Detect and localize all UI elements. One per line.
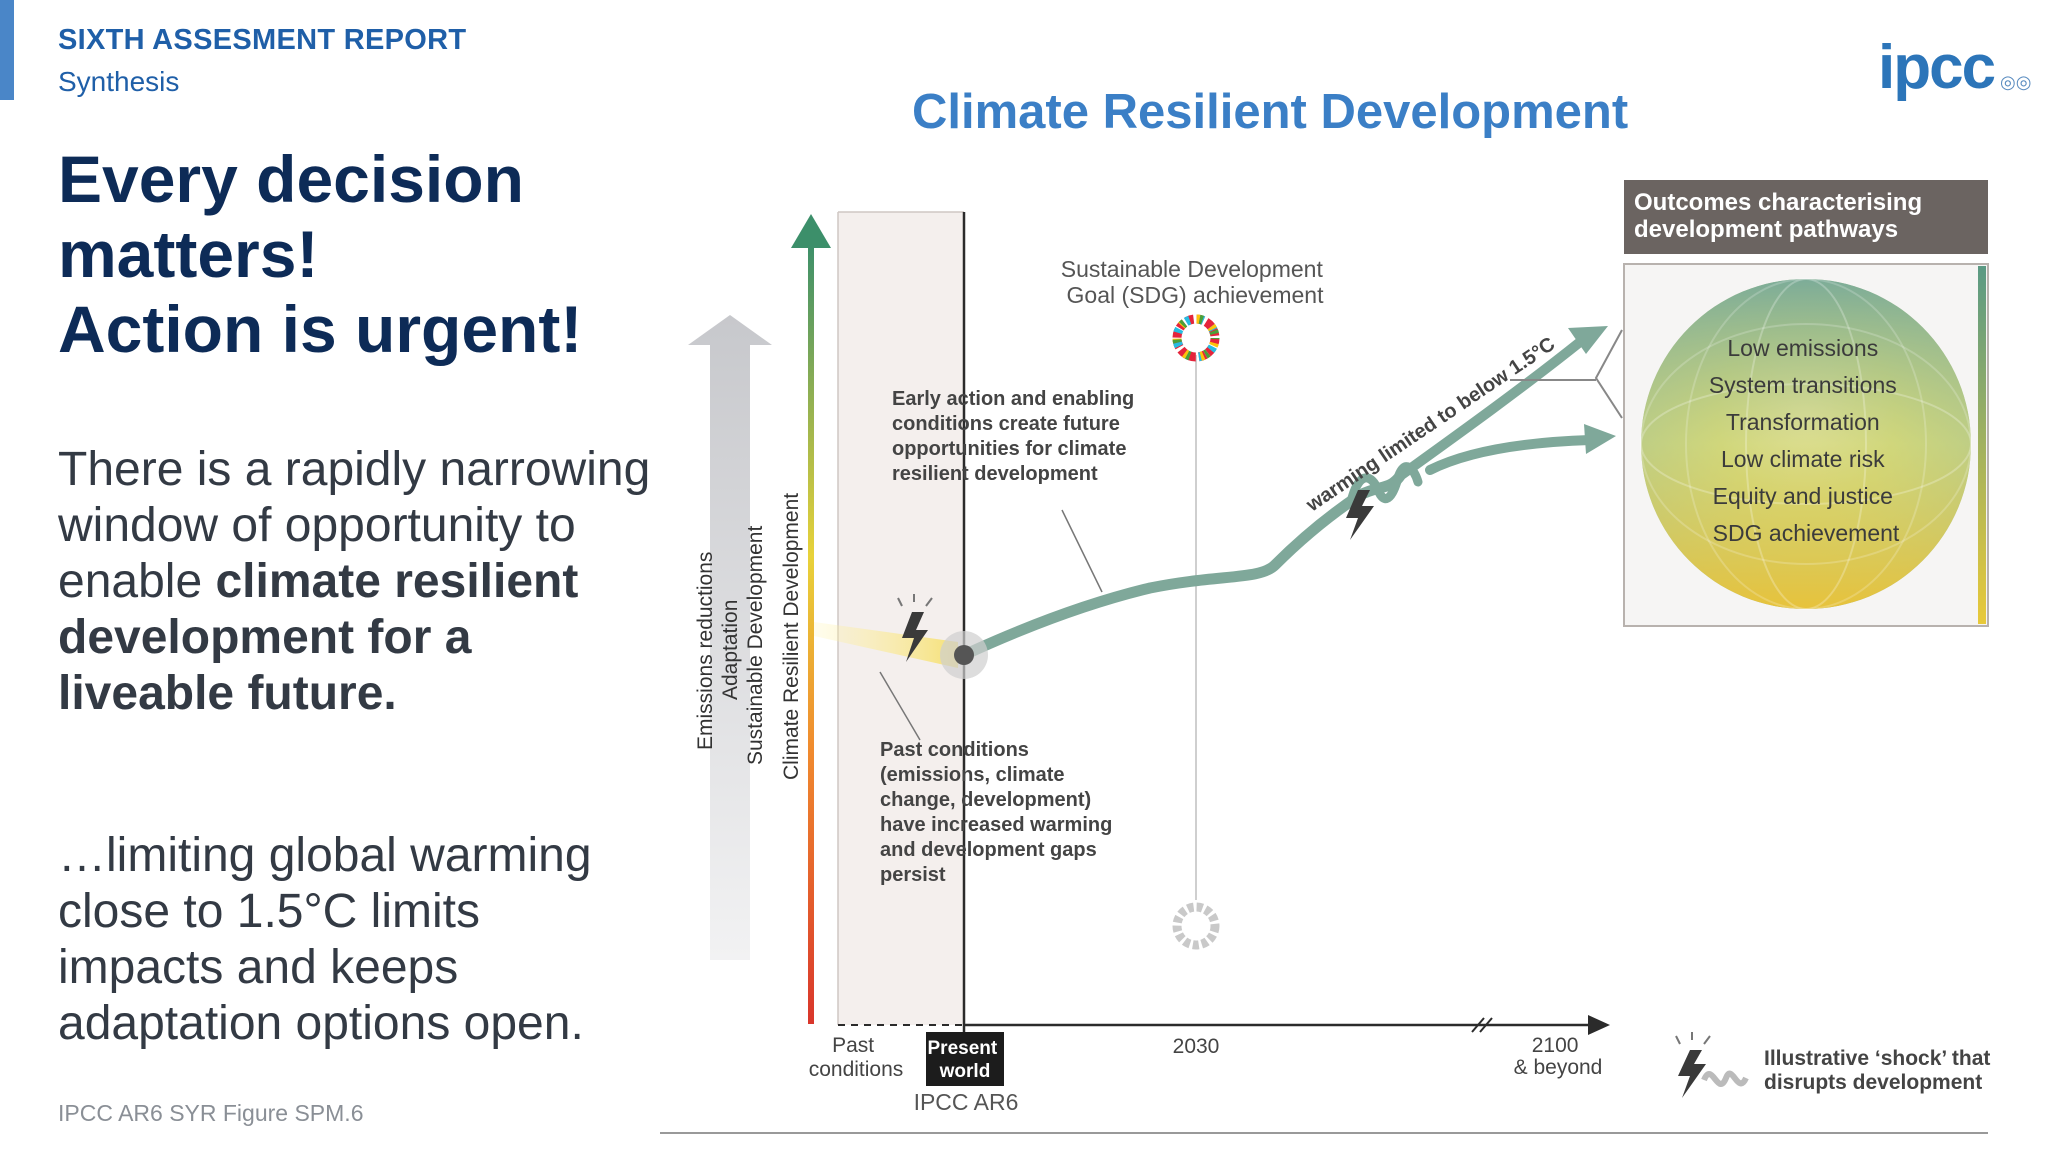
- early-action-leader-line: [1061, 509, 1103, 593]
- early-action-line-2: conditions create future: [892, 413, 1120, 435]
- sdg-wheel-icon: [1172, 314, 1220, 362]
- pathway-branch-upper-arrowhead: [1568, 326, 1608, 354]
- climate-resilient-development-axis-arrow: [791, 214, 831, 1024]
- shock-legend-line-2: disrupts development: [1764, 1071, 1982, 1094]
- diagram-title: Climate Resilient Development: [912, 85, 1629, 139]
- axis-break-mark-1: [1471, 1017, 1485, 1033]
- x-label-past-line-1: Past: [832, 1034, 874, 1057]
- outcomes-header-line-2: development pathways: [1634, 216, 1898, 243]
- outcome-transformation: Transformation: [1726, 409, 1880, 435]
- outcome-equity-justice: Equity and justice: [1713, 483, 1893, 509]
- early-action-note: Early action and enabling conditions cre…: [892, 388, 1140, 485]
- x-label-2100-line-2: & beyond: [1514, 1056, 1603, 1079]
- outcomes-header-line-1: Outcomes characterising: [1634, 189, 1922, 216]
- pathway-branch-upper: [1395, 337, 1585, 481]
- outcome-sdg-achievement: SDG achievement: [1713, 520, 1900, 546]
- x-label-past-conditions: Past conditions: [809, 1034, 904, 1081]
- report-title: SIXTH ASSESMENT REPORT: [58, 24, 467, 56]
- past-conditions-note: Past conditions (emissions, climate chan…: [880, 739, 1118, 886]
- pathway-branch-lower: [1425, 435, 1595, 475]
- time-axis: [838, 1015, 1610, 1035]
- shock-icon-pathway: [1346, 490, 1374, 540]
- un-emblems-icon: ◎◎: [2000, 72, 2032, 92]
- headline-line-2: matters!: [58, 217, 319, 291]
- outcomes-header-box: [1624, 180, 1988, 254]
- past-note-line-6: persist: [880, 864, 946, 886]
- early-action-line-4: resilient development: [892, 463, 1098, 485]
- shock-legend-text: Illustrative ‘shock’ that disrupts devel…: [1764, 1047, 1996, 1094]
- axis-label-sustainable-development: Sustainable Development: [744, 526, 767, 765]
- x-label-2100: 2100 & beyond: [1514, 1034, 1603, 1079]
- past-note-line-4: have increased warming: [880, 814, 1112, 836]
- axis-label-climate-resilient-development: Climate Resilient Development: [780, 493, 803, 780]
- past-note-line-3: change, development): [880, 789, 1091, 811]
- axis-label-adaptation: Adaptation: [719, 600, 742, 700]
- axis-label-emissions-reductions: Emissions reductions: [694, 552, 717, 750]
- present-world-label-box: [926, 1032, 1004, 1086]
- paragraph-window: There is a rapidly narrowing window of o…: [58, 442, 658, 722]
- outcomes-list: Low emissions System transitions Transfo…: [1709, 335, 1903, 546]
- bottom-rule: [660, 1132, 1988, 1134]
- outcome-low-emissions: Low emissions: [1727, 335, 1878, 361]
- shock-icon-present: [897, 594, 933, 662]
- x-label-present-world: Present world: [928, 1038, 1003, 1082]
- x-label-2030: 2030: [1173, 1035, 1220, 1058]
- paragraph-window-plain: There is a rapidly narrowing window of o…: [58, 443, 651, 608]
- headline-line-3: Action is urgent!: [58, 292, 583, 366]
- past-conditions-leader-line: [879, 671, 921, 741]
- outcomes-header: Outcomes characterising development path…: [1634, 189, 1929, 243]
- grey-background-arrow: [688, 315, 772, 960]
- paragraph-window-bold: climate resilient development for a live…: [58, 555, 579, 720]
- report-subtitle: Synthesis: [58, 66, 180, 97]
- present-world-caption: IPCC AR6: [914, 1089, 1019, 1115]
- shock-legend-icon: [1675, 1032, 1749, 1098]
- pathway-branch-lower-arrowhead: [1584, 424, 1616, 454]
- sdg-label-line-1: Sustainable Development: [1061, 256, 1324, 282]
- paragraph-warming: …limiting global warming close to 1.5°C …: [58, 829, 592, 1050]
- x-label-present-line-2: world: [939, 1061, 991, 1082]
- sdg-label: Sustainable Development Goal (SDG) achie…: [1061, 256, 1330, 308]
- headline: Every decision matters! Action is urgent…: [58, 142, 582, 367]
- pathway-label: warming limited to below 1.5°C: [1302, 333, 1559, 517]
- ipcc-logo: ipcc: [1878, 33, 1996, 102]
- early-action-line-3: opportunities for climate: [892, 438, 1126, 460]
- axis-break-mark-2: [1479, 1017, 1493, 1033]
- headline-line-1: Every decision: [58, 142, 524, 216]
- outcomes-side-gradient-bar: [1978, 266, 1986, 624]
- past-conditions-band: [838, 212, 964, 1025]
- development-pathway-main: [958, 470, 1406, 661]
- x-label-past-line-2: conditions: [809, 1058, 904, 1081]
- accent-bar: [0, 0, 14, 100]
- sdg-label-line-2: Goal (SDG) achievement: [1067, 282, 1325, 308]
- x-label-present-line-1: Present: [928, 1038, 998, 1059]
- early-action-line-1: Early action and enabling: [892, 388, 1134, 410]
- outcome-system-transitions: System transitions: [1709, 372, 1897, 398]
- past-note-line-1: Past conditions: [880, 739, 1029, 761]
- outcome-low-climate-risk: Low climate risk: [1721, 446, 1885, 472]
- outcomes-sphere: [1640, 278, 1972, 610]
- figure-source: IPCC AR6 SYR Figure SPM.6: [58, 1100, 364, 1126]
- vertical-axis-labels: Emissions reductions Adaptation Sustaina…: [694, 493, 803, 780]
- past-note-line-5: and development gaps: [880, 839, 1097, 861]
- shock-legend-line-1: Illustrative ‘shock’ that: [1764, 1047, 1990, 1070]
- past-conditions-glow: [814, 622, 958, 668]
- present-world-marker: [954, 645, 974, 665]
- x-label-2100-line-1: 2100: [1532, 1034, 1579, 1057]
- past-note-line-2: (emissions, climate: [880, 764, 1065, 786]
- sdg-wheel-faded-icon: [1172, 902, 1220, 950]
- outcomes-bracket: [1594, 329, 1623, 419]
